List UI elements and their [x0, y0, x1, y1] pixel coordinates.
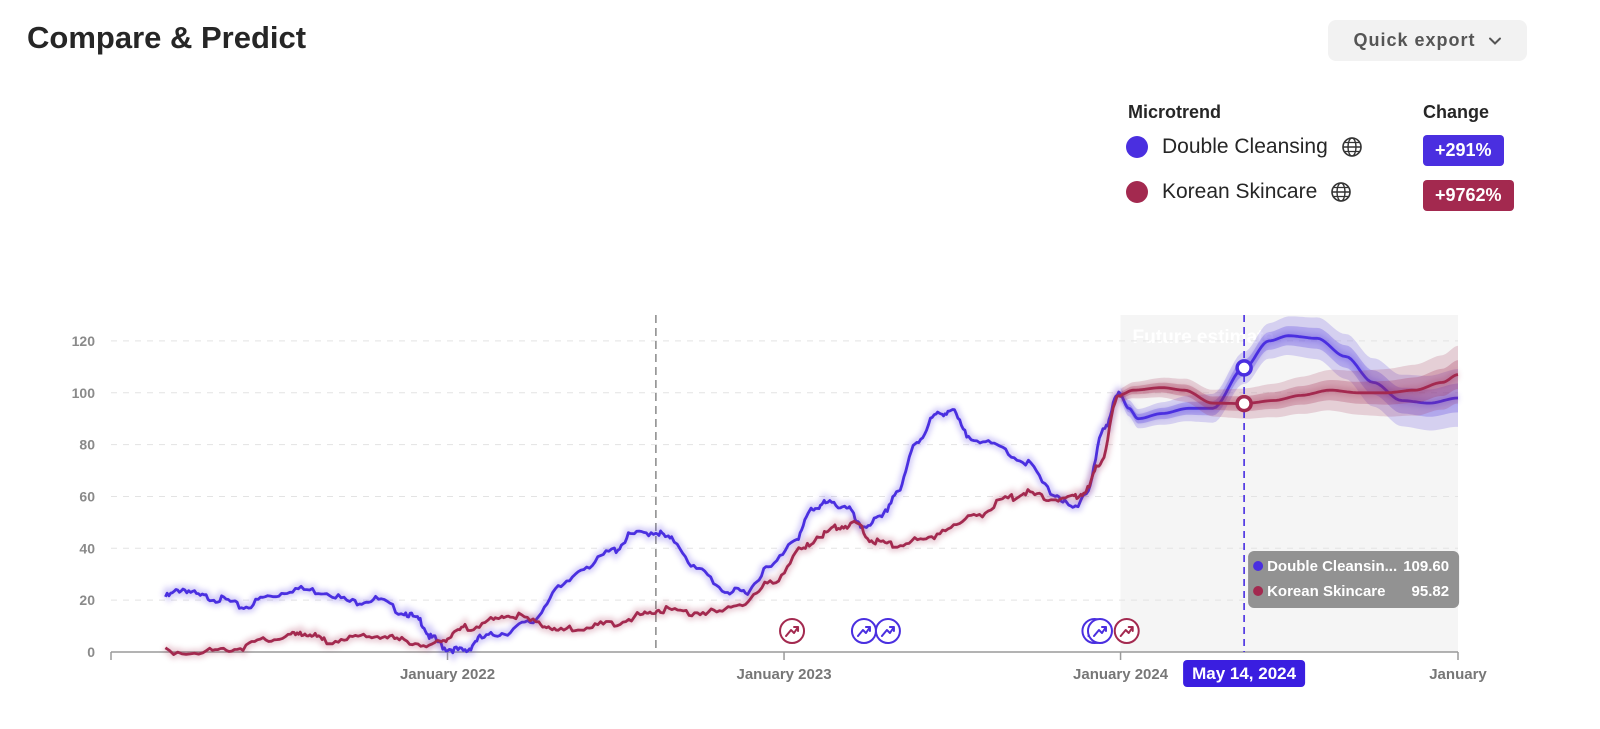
trend-arrow-glyph [1119, 626, 1134, 637]
future-estimate-label: Future estimate [1133, 327, 1274, 348]
legend-item-label: Double Cleansing [1162, 135, 1328, 158]
legend: Microtrend Change Double Cleansing +291%… [1126, 100, 1566, 220]
legend-dot [1126, 136, 1148, 158]
y-tick-label: 0 [87, 644, 95, 660]
series-line [164, 373, 1459, 656]
legend-microtrend-header: Microtrend [1128, 102, 1222, 122]
y-tick-label: 80 [79, 437, 95, 453]
tooltip-dot [1253, 561, 1264, 571]
change-badge: +9762% [1423, 180, 1514, 211]
trend-event-icon[interactable] [874, 618, 901, 644]
hover-point [1235, 359, 1253, 377]
x-tick-label: January 2022 [400, 666, 495, 683]
legend-dot [1126, 181, 1148, 203]
y-tick-label: 20 [79, 592, 95, 608]
legend-item-double-cleansing[interactable]: Double Cleansing [1126, 132, 1364, 162]
trend-event-icon[interactable] [1113, 618, 1140, 644]
tooltip-value: 109.60 [1403, 558, 1449, 575]
y-tick-label: 100 [72, 385, 96, 401]
x-tick-label: January 2023 [736, 666, 831, 683]
change-badge: +291% [1423, 135, 1504, 166]
chevron-down-icon [1488, 37, 1501, 45]
tooltip-value: 95.82 [1412, 583, 1450, 600]
series-line [164, 334, 1459, 655]
trend-arrow-glyph [1092, 626, 1107, 637]
y-tick-label: 40 [79, 540, 95, 556]
legend-change-header: Change [1423, 102, 1490, 122]
legend-item-label: Korean Skincare [1162, 180, 1318, 203]
hover-date-label: May 14, 2024 [1192, 664, 1297, 683]
y-tick-label: 60 [79, 488, 95, 504]
trend-arrow-glyph [785, 626, 800, 637]
trend-arrow-glyph [856, 626, 871, 637]
x-tick-label: January 2024 [1073, 666, 1169, 683]
trend-event-icon[interactable] [1086, 618, 1113, 644]
hover-point [1235, 394, 1253, 413]
legend-item-korean-skincare[interactable]: Korean Skincare [1126, 177, 1353, 207]
tooltip-box [1248, 551, 1460, 608]
quick-export-button[interactable]: Quick export [1328, 20, 1527, 61]
x-tick-label: January [1429, 666, 1487, 683]
tooltip-series-name: Korean Skincare [1267, 583, 1385, 600]
trend-event-icon[interactable] [779, 618, 806, 644]
y-tick-label: 120 [72, 333, 96, 349]
globe-icon[interactable] [1329, 180, 1353, 204]
trend-event-icon[interactable] [850, 618, 877, 644]
tooltip-dot [1253, 586, 1264, 596]
globe-icon[interactable] [1340, 135, 1364, 159]
tooltip-series-name: Double Cleansin... [1267, 558, 1397, 575]
hover-date-badge [1183, 660, 1306, 687]
quick-export-label: Quick export [1353, 30, 1476, 50]
page-title: Compare & Predict [27, 20, 307, 55]
trend-arrow-glyph [880, 626, 895, 637]
